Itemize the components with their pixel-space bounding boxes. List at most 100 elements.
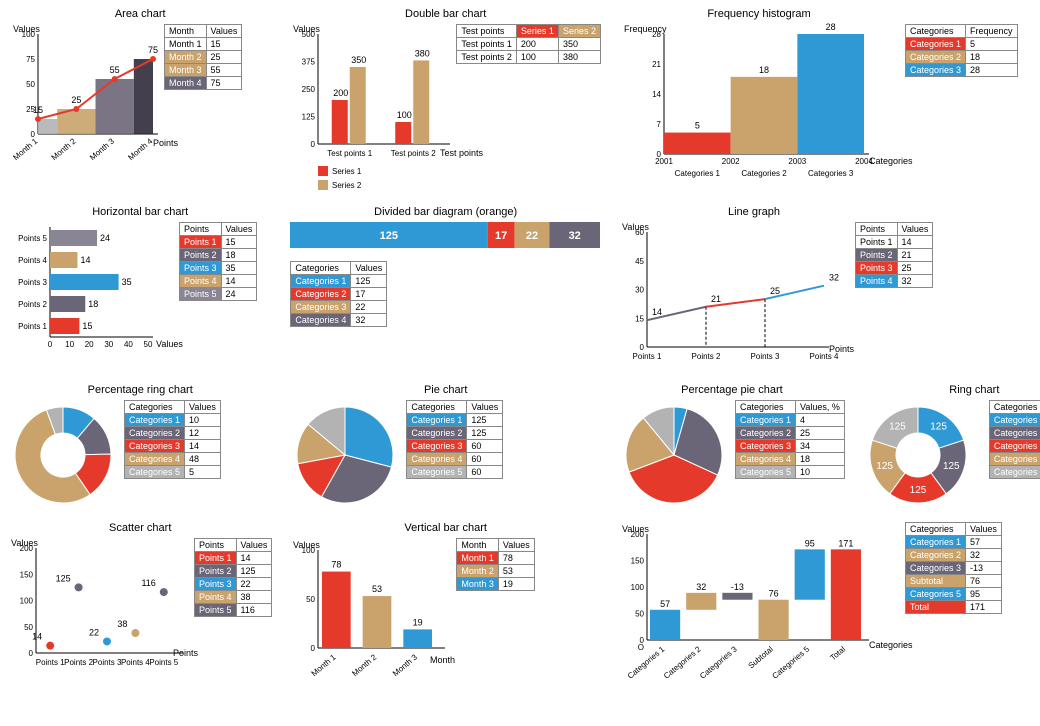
svg-text:25: 25 [71,95,81,105]
dashboard-grid: Area chart 025507510015255575Month 1Mont… [8,8,1032,688]
line-chart: 01530456014Points 121Points 225Points 33… [619,222,849,372]
doublebar-chart: 0125250375500200350Test points 1100380Te… [290,24,450,194]
svg-text:53: 53 [372,584,382,594]
svg-text:350: 350 [352,55,367,65]
svg-text:Month 2: Month 2 [351,652,379,678]
divided-chart: 125172232 [290,222,600,252]
doublebar-table: Test pointsSeries 1Series 2Test points 1… [456,24,601,64]
ringpct-title: Percentage ring chart [8,384,272,396]
svg-text:150: 150 [20,570,34,579]
svg-text:Values: Values [293,540,320,550]
svg-text:125: 125 [943,461,960,472]
piepct-table: CategoriesValues, %Categories 14Categori… [735,400,845,479]
svg-text:Month 3: Month 3 [88,136,116,162]
svg-text:Values: Values [11,538,38,548]
svg-text:2003: 2003 [788,157,806,166]
vbar-cell: Vertical bar chart 05010078Month 153Mont… [290,522,601,688]
svg-text:5: 5 [695,121,700,131]
ring-table: CategoriesValuesCategories 1125Categorie… [989,400,1040,479]
svg-text:Month 3: Month 3 [391,652,419,678]
svg-text:Points: Points [173,648,199,658]
svg-text:-13: -13 [731,582,744,592]
svg-text:Series 1: Series 1 [332,167,362,176]
svg-text:Points 2: Points 2 [692,352,721,361]
svg-text:125: 125 [889,422,906,433]
svg-text:0: 0 [640,343,645,352]
histogram-cell: Frequency histogram 07142128200120022003… [619,8,1040,194]
svg-text:Values: Values [622,524,649,534]
svg-text:Values: Values [293,24,320,34]
waterfall-table: CategoriesValuesCategories 157Categories… [905,522,1002,614]
hbar-table: PointsValuesPoints 115Points 218Points 3… [179,222,257,301]
svg-text:19: 19 [413,617,423,627]
pie-cell: Pie chart CategoriesValuesCategories 112… [290,384,601,510]
svg-text:32: 32 [829,273,839,283]
pie-table: CategoriesValuesCategories 1125Categorie… [406,400,503,479]
svg-text:125: 125 [56,573,71,583]
svg-text:Test points: Test points [440,148,484,158]
svg-text:55: 55 [110,65,120,75]
area-chart-cell: Area chart 025507510015255575Month 1Mont… [8,8,272,194]
svg-text:2002: 2002 [722,157,740,166]
svg-text:32: 32 [569,230,581,242]
svg-text:57: 57 [660,599,670,609]
svg-text:50: 50 [24,623,33,632]
svg-text:Points 5: Points 5 [18,234,47,243]
svg-text:Test points 1: Test points 1 [328,149,373,158]
svg-text:2001: 2001 [655,157,673,166]
svg-text:78: 78 [332,560,342,570]
scatter-title: Scatter chart [8,522,272,534]
svg-text:Points 2: Points 2 [64,658,93,667]
piepct-title: Percentage pie chart [619,384,845,396]
piepct-cell: Percentage pie chart CategoriesValues, %… [619,384,845,510]
scatter-cell: Scatter chart 05010015020014Points 1125P… [8,522,272,688]
ringpct-cell: Percentage ring chart CategoriesValuesCa… [8,384,272,510]
svg-text:17: 17 [495,230,507,242]
svg-text:Series 2: Series 2 [332,181,362,190]
svg-text:18: 18 [759,65,769,75]
svg-text:30: 30 [104,340,113,349]
svg-text:50: 50 [26,80,35,89]
svg-text:Categories: Categories [869,640,913,650]
svg-text:Values: Values [156,339,183,349]
pie-title: Pie chart [290,384,601,396]
svg-text:Points 4: Points 4 [121,658,150,667]
ring-cell: Ring chart 125125125125125 CategoriesVal… [863,384,1040,510]
svg-text:125: 125 [930,422,947,433]
svg-text:Month: Month [430,655,455,665]
doublebar-cell: Double bar chart 0125250375500200350Test… [290,8,601,194]
scatter-chart: 05010015020014Points 1125Points 222Point… [8,538,188,678]
svg-text:125: 125 [380,230,398,242]
svg-text:75: 75 [148,45,158,55]
svg-text:18: 18 [88,299,98,309]
svg-text:7: 7 [657,120,662,129]
vbar-chart: 05010078Month 153Month 219Month 3ValuesM… [290,538,450,688]
svg-text:Points: Points [153,138,179,148]
svg-text:50: 50 [144,340,153,349]
svg-text:Total: Total [828,644,847,662]
svg-text:24: 24 [100,233,110,243]
linegraph-cell: Line graph 01530456014Points 121Points 2… [619,206,1040,372]
svg-text:100: 100 [397,110,412,120]
doublebar-title: Double bar chart [290,8,601,20]
svg-text:Points 3: Points 3 [18,278,47,287]
svg-text:Categories 3: Categories 3 [698,644,739,680]
svg-text:Categories 2: Categories 2 [662,644,703,680]
svg-text:200: 200 [334,88,349,98]
hbar-title: Horizontal bar chart [8,206,272,218]
hbar-chart: 0102030405024Points 514Points 435Points … [8,222,173,357]
vbar-table: MonthValuesMonth 178Month 253Month 319 [456,538,534,591]
svg-text:35: 35 [122,277,132,287]
svg-text:Month 4: Month 4 [126,136,154,162]
svg-text:15: 15 [635,314,644,323]
svg-text:0: 0 [311,644,316,653]
svg-text:375: 375 [302,58,316,67]
svg-text:32: 32 [696,582,706,592]
ring-title: Ring chart [863,384,1040,396]
svg-text:O: O [638,643,644,652]
vbar-title: Vertical bar chart [290,522,601,534]
svg-text:Values: Values [622,222,649,232]
svg-text:Values: Values [13,24,40,34]
svg-text:171: 171 [838,538,853,548]
svg-text:28: 28 [826,22,836,32]
